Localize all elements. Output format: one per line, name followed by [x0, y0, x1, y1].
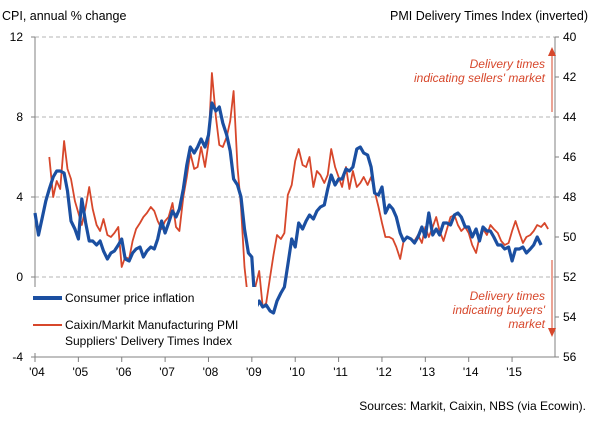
- top-annotation-arrowhead: [548, 47, 556, 56]
- legend: Consumer price inflation Caixin/Markit M…: [28, 287, 258, 353]
- x-tick-label: '11: [333, 365, 348, 379]
- source-note: Sources: Markit, Caixin, NBS (via Ecowin…: [359, 399, 586, 413]
- gridlines: [35, 36, 555, 278]
- legend-label-cpi: Consumer price inflation: [65, 291, 194, 305]
- right-tick-label: 48: [563, 190, 577, 204]
- bottom-annotation-arrowhead: [548, 328, 556, 337]
- right-tick-label: 56: [563, 350, 577, 364]
- x-tick-label: '14: [463, 365, 479, 379]
- right-tick-label: 52: [563, 270, 577, 284]
- left-tick-label: 8: [16, 110, 23, 124]
- left-tick-label: -4: [12, 350, 23, 364]
- top-annotation: Delivery times indicating sellers' marke…: [414, 47, 556, 112]
- series-line-pmi-delivery-times: [48, 72, 549, 318]
- left-tick-label: 12: [10, 30, 24, 44]
- bottom-annotation-line-2: indicating buyers': [453, 303, 546, 317]
- x-ticks: '04 '05 '06 '07 '08 '09 '10 '11 '12 '13 '14 '15: [29, 357, 522, 379]
- right-tick-label: 50: [563, 230, 577, 244]
- top-annotation-line-2: indicating sellers' market: [414, 71, 546, 85]
- x-tick-label: '06: [116, 365, 132, 379]
- right-tick-label: 44: [563, 110, 577, 124]
- left-tick-label: 0: [16, 270, 23, 284]
- series-group: [33, 72, 549, 318]
- x-tick-label: '08: [203, 365, 219, 379]
- bottom-annotation-line-3: market: [508, 317, 545, 331]
- right-tick-label: 40: [563, 30, 577, 44]
- left-ticks: -4 0 4 8 12: [10, 30, 35, 364]
- right-tick-label: 46: [563, 150, 577, 164]
- legend-label-pmi-line-2: Suppliers' Delivery Times Index: [65, 334, 232, 348]
- left-axis-title: CPI, annual % change: [2, 9, 126, 23]
- x-tick-label: '05: [73, 365, 89, 379]
- x-tick-label: '07: [159, 365, 175, 379]
- right-axis-title: PMI Delivery Times Index (inverted): [390, 9, 588, 23]
- left-tick-label: 4: [16, 190, 23, 204]
- x-tick-label: '10: [289, 365, 305, 379]
- right-tick-label: 54: [563, 310, 577, 324]
- right-ticks: 40 42 44 46 48 50 52 54 56: [555, 30, 577, 364]
- x-tick-label: '13: [420, 365, 436, 379]
- bottom-annotation-line-1: Delivery times: [470, 289, 545, 303]
- top-annotation-line-1: Delivery times: [470, 57, 545, 71]
- legend-label-pmi-line-1: Caixin/Markit Manufacturing PMI: [65, 318, 238, 332]
- x-tick-label: '04: [29, 365, 45, 379]
- x-tick-label: '15: [506, 365, 522, 379]
- legend-background: [28, 287, 258, 353]
- x-tick-label: '12: [376, 365, 392, 379]
- series-line-consumer-price-inflation: [33, 101, 543, 315]
- right-tick-label: 42: [563, 70, 577, 84]
- x-tick-label: '09: [246, 365, 262, 379]
- bottom-annotation: Delivery times indicating buyers' market: [453, 260, 556, 337]
